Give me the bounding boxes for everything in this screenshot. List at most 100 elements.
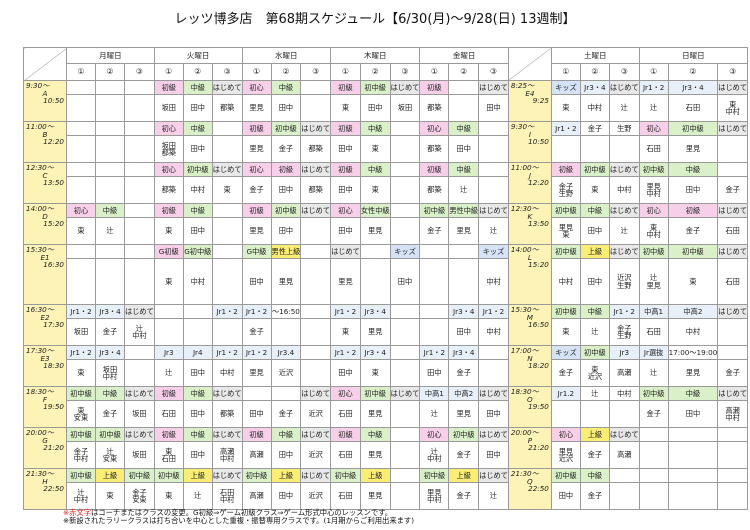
slot-code: M [526, 312, 533, 322]
coach-cell: 里見 [359, 441, 391, 469]
footnote-line: ※赤文字はコーチまたはクラスの変更。G初級⇒ゲーム初級クラス⇒ゲーム形式中心のレ… [63, 508, 414, 517]
slot-end: 15:20 [528, 260, 549, 270]
coach-cell: 東 [66, 217, 96, 245]
class-level-cell: はじめて [211, 427, 243, 442]
coach-cell: 金子 [579, 441, 610, 469]
coach-cell: 都築 [300, 135, 332, 163]
coach-cell: 高瀬 [241, 441, 272, 469]
slot-start: 16:30〜 [26, 305, 54, 314]
slot-end: 17:30 [43, 320, 64, 330]
footnotes: ※赤文字はコーチまたはクラスの変更。G初級⇒ゲーム初級クラス⇒ゲーム形式中心のレ… [63, 508, 414, 525]
class-level-cell: はじめて [211, 80, 243, 95]
class-level-cell: 中級 [182, 121, 213, 136]
class-level-cell [95, 121, 125, 136]
class-level-cell: 生野 [608, 121, 640, 136]
coach-cell: 田中 [330, 135, 361, 163]
class-level-cell: 〜16:50 [270, 304, 302, 319]
coach-cell: 石田 [330, 441, 361, 469]
coach-cell: 田中 [667, 176, 719, 204]
slot-start: 21:30〜 [26, 469, 54, 478]
coach-cell: 金子 [448, 441, 480, 469]
coach-cell: 里見 [359, 482, 391, 510]
class-level-cell [419, 244, 450, 259]
time-slot-cell: 16:30〜 E2 17:30 [23, 304, 67, 346]
coach-cell: 辻里見 [638, 258, 669, 305]
coach-cell: 中村 [182, 176, 213, 204]
class-level-cell: はじめて [478, 386, 509, 401]
time-slot-cell: 17:30〜 E3 18:30 [23, 345, 67, 387]
coach-cell [153, 318, 184, 346]
class-level-cell [124, 345, 155, 360]
coach-cell [95, 135, 125, 163]
class-level-cell: 中級 [95, 203, 125, 218]
slot-code: I [528, 129, 531, 139]
class-level-cell: Jr3・4 [579, 80, 610, 95]
coach-cell: 中村 [211, 359, 243, 387]
slot-end: 22:50 [528, 484, 549, 494]
class-level-cell: 初級 [153, 80, 184, 95]
coach-cell [478, 176, 509, 204]
class-level-cell: 初中級 [550, 468, 581, 483]
coach-cell: 中村 [478, 318, 509, 346]
coach-cell: 金子 [717, 176, 749, 204]
class-level-cell [717, 427, 749, 442]
coach-cell [717, 482, 749, 510]
class-level-cell: 上級 [359, 468, 391, 483]
class-level-cell: はじめて [478, 80, 509, 95]
coach-cell: 高瀬 中村 [717, 400, 749, 428]
class-level-cell: はじめて [330, 244, 361, 259]
class-level-cell: 初級 [241, 427, 272, 442]
coach-cell [550, 400, 581, 428]
coach-cell: 里見 近沢 [550, 441, 581, 469]
class-level-cell [300, 345, 332, 360]
corner-cell [507, 47, 552, 81]
coach-cell: 石田 中村 [211, 482, 243, 510]
slot-end: 10:50 [43, 96, 64, 106]
coach-cell: 金子 [550, 359, 581, 387]
coach-cell [389, 135, 421, 163]
class-level-cell: 上級 [182, 468, 213, 483]
class-level-cell: Jr1.2 [550, 386, 581, 401]
class-level-cell [241, 386, 272, 401]
class-level-cell [478, 162, 509, 177]
class-level-cell: 中高2 [448, 386, 480, 401]
class-level-cell: 初中級 [448, 427, 480, 442]
slot-start: 12:30〜 [26, 163, 54, 172]
schedule-table: 月曜日 火曜日 水曜日 木曜日 金曜日 土曜日 日曜日 ① ② ③ ① ② ③ ① ② ③ ① ② ③ ① ② ③ ① ② ③ ①… [23, 47, 749, 510]
coach-cell: 辻 [95, 217, 125, 245]
coach-cell: 東 [359, 135, 391, 163]
coach-cell: 都築 [300, 176, 332, 204]
class-level-cell [389, 427, 421, 442]
time-slot-cell: 11:00〜 J 12:20 [507, 162, 552, 204]
coach-cell: 里見 [241, 217, 272, 245]
coach-cell [359, 258, 391, 305]
class-level-cell: 初級 [330, 427, 361, 442]
class-level-cell: 中高1 [419, 386, 450, 401]
coach-cell [211, 318, 243, 346]
class-level-cell: 初中級 [550, 244, 581, 259]
coach-cell: 里見 [448, 217, 480, 245]
coach-cell: 辻 [153, 359, 184, 387]
class-level-cell [717, 468, 749, 483]
coach-cell [66, 258, 96, 305]
court-number: ③ [300, 63, 332, 81]
class-level-cell: Jr1・2 [241, 304, 272, 319]
class-level-cell: 中級 [359, 427, 391, 442]
coach-cell: 金子 [241, 176, 272, 204]
coach-cell: 里見 [241, 94, 272, 122]
red-text-label: ※赤文字 [63, 508, 92, 517]
class-level-cell: 初中級 [638, 386, 669, 401]
coach-cell: 田中 [182, 441, 213, 469]
page-title: レッツ博多店 第68期スケジュール【6/30(月)〜9/28(日) 13週制】 [174, 12, 576, 27]
class-level-cell: 初中級 [359, 386, 391, 401]
court-number: ② [359, 63, 391, 81]
class-level-cell: はじめて [389, 386, 421, 401]
day-header: 水曜日 [241, 47, 332, 64]
slot-start: 15:30〜 [510, 305, 539, 314]
coach-cell [211, 217, 243, 245]
coach-cell: 近沢 [270, 359, 302, 387]
coach-cell: 辻 [579, 318, 610, 346]
coach-cell: 里見 [667, 135, 719, 163]
class-level-cell [389, 203, 421, 218]
court-number: ① [241, 63, 272, 81]
